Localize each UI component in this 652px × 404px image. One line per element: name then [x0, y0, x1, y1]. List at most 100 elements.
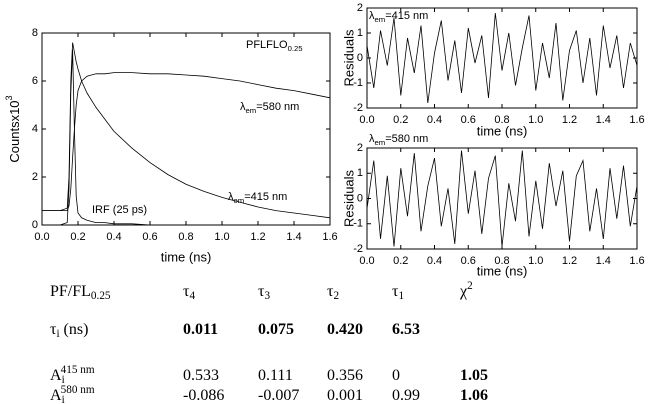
annotation-t: λ — [369, 10, 375, 22]
table-cell-t: τ — [258, 283, 265, 300]
table-cell: Ai415 nm — [50, 364, 95, 386]
table-cell-sup: 415 nm — [61, 364, 95, 376]
x-axis-label: time (ns) — [477, 123, 528, 138]
x-tick-label: 1.2 — [562, 114, 577, 126]
data-line — [42, 72, 331, 211]
annotation-rest: =415 nm — [244, 191, 287, 203]
data-line — [366, 12, 638, 104]
table-cell-t: 0.075 — [258, 321, 294, 338]
table-cell-t: 0.99 — [392, 387, 420, 404]
annotation-sub: em — [246, 106, 257, 115]
x-tick-label: 0.2 — [393, 114, 408, 126]
annotation-rest: =580 nm — [256, 101, 299, 113]
x-tick-label: 0.4 — [427, 255, 442, 267]
table-cell-sub: i — [62, 374, 65, 386]
x-tick-label: 1.6 — [322, 231, 337, 243]
annotation-t: λ — [228, 191, 234, 203]
table-cell-t: 0.533 — [183, 367, 219, 384]
table-cell-t: 1.05 — [460, 367, 488, 384]
y-axis-label-sup: 3 — [4, 95, 14, 100]
annotation: λem=580 nm — [240, 101, 299, 115]
x-tick-label: 0.4 — [106, 231, 121, 243]
y-tick-label: 8 — [32, 27, 38, 39]
table-cell: χ2 — [459, 280, 473, 300]
table-cell-t: A — [50, 367, 62, 384]
table-cell-t: 0.420 — [327, 321, 363, 338]
table-cell-t: 0.001 — [327, 387, 363, 404]
table-cell-t: 0.111 — [258, 367, 293, 384]
table-cell-sup: 2 — [467, 280, 473, 292]
annotation-rest: =415 nm — [385, 10, 428, 22]
table-cell: -0.007 — [258, 387, 299, 404]
x-axis-label: time (ns) — [477, 263, 528, 278]
x-tick-label: 0.2 — [393, 255, 408, 267]
annotation: λem=580 nm — [369, 133, 428, 147]
y-tick-label: 6 — [32, 75, 38, 87]
y-tick-label: 0 — [32, 219, 38, 231]
table-cell: PF/FL0.25 — [50, 283, 111, 302]
annotation-sub: 0.25 — [288, 44, 303, 53]
y-tick-label: -2 — [353, 102, 363, 114]
table-cell-t: PF/FL — [50, 283, 91, 300]
table-cell: Ai580 nm — [50, 384, 95, 404]
x-tick-label: 0.6 — [461, 255, 476, 267]
x-tick-label: 0.8 — [494, 114, 509, 126]
y-tick-label: 0 — [357, 192, 363, 204]
x-tick-label: 0.6 — [142, 231, 157, 243]
x-tick-label: 1.4 — [286, 231, 301, 243]
annotation-sub: em — [375, 138, 386, 147]
x-tick-label: 0.6 — [461, 114, 476, 126]
x-tick-label: 1.4 — [596, 114, 611, 126]
table-cell-t: 0 — [392, 367, 400, 384]
table-cell: τ2 — [327, 283, 339, 302]
table-cell-t: 0.356 — [327, 367, 363, 384]
table-cell: τ1 — [392, 283, 404, 302]
table-cell: 0.075 — [258, 321, 294, 338]
y-tick-label: 0 — [357, 52, 363, 64]
x-tick-label: 0.0 — [359, 114, 374, 126]
annotation: λem=415 nm — [369, 10, 428, 24]
y-tick-label: 2 — [32, 171, 38, 183]
table-cell-t: χ — [459, 283, 468, 300]
table-cell-sub: 0.25 — [91, 290, 111, 302]
y-tick-label: -2 — [353, 243, 363, 255]
table-cell-sub: 2 — [333, 290, 339, 302]
table-cell: 0.011 — [183, 321, 218, 338]
table-cell-t: τ — [183, 283, 190, 300]
table-cell: 0.533 — [183, 367, 219, 384]
table-cell: 0.001 — [327, 387, 363, 404]
data-line — [42, 42, 331, 219]
x-tick-label: 1.0 — [528, 114, 543, 126]
annotation-rest: =580 nm — [385, 133, 428, 145]
table-cell-sub: 4 — [189, 290, 195, 302]
y-axis-label-t: Countsx10 — [7, 100, 22, 162]
table-cell: 0.356 — [327, 367, 363, 384]
y-tick-label: -1 — [353, 218, 363, 230]
table-cell: τi (ns) — [50, 321, 88, 340]
y-tick-label: 2 — [357, 142, 363, 154]
table-cell-t: 1.06 — [460, 387, 488, 404]
annotation-t: IRF (25 ps) — [92, 204, 147, 216]
table-cell: τ3 — [258, 283, 270, 302]
y-axis-label: Residuals — [341, 169, 356, 227]
annotation-sub: em — [234, 196, 245, 205]
table-cell-t: τ — [50, 321, 57, 338]
annotation-t: λ — [369, 133, 375, 145]
table-cell: 1.06 — [460, 387, 488, 404]
table-cell-sub: i — [62, 394, 65, 404]
x-tick-label: 1.0 — [214, 231, 229, 243]
annotation-t: PFLFLO — [246, 39, 288, 51]
annotation: IRF (25 ps) — [92, 204, 147, 216]
annotation: PFLFLO0.25 — [246, 39, 303, 53]
x-tick-label: 0.8 — [494, 255, 509, 267]
x-tick-label: 0.8 — [178, 231, 193, 243]
table-cell-t: -0.007 — [258, 387, 299, 404]
table-cell-t: τ — [392, 283, 399, 300]
y-axis-label: Countsx103 — [4, 95, 22, 162]
annotation-t: λ — [240, 101, 246, 113]
annotation-sub: em — [375, 15, 386, 24]
y-tick-label: 1 — [357, 27, 363, 39]
table-cell: 0.420 — [327, 321, 363, 338]
